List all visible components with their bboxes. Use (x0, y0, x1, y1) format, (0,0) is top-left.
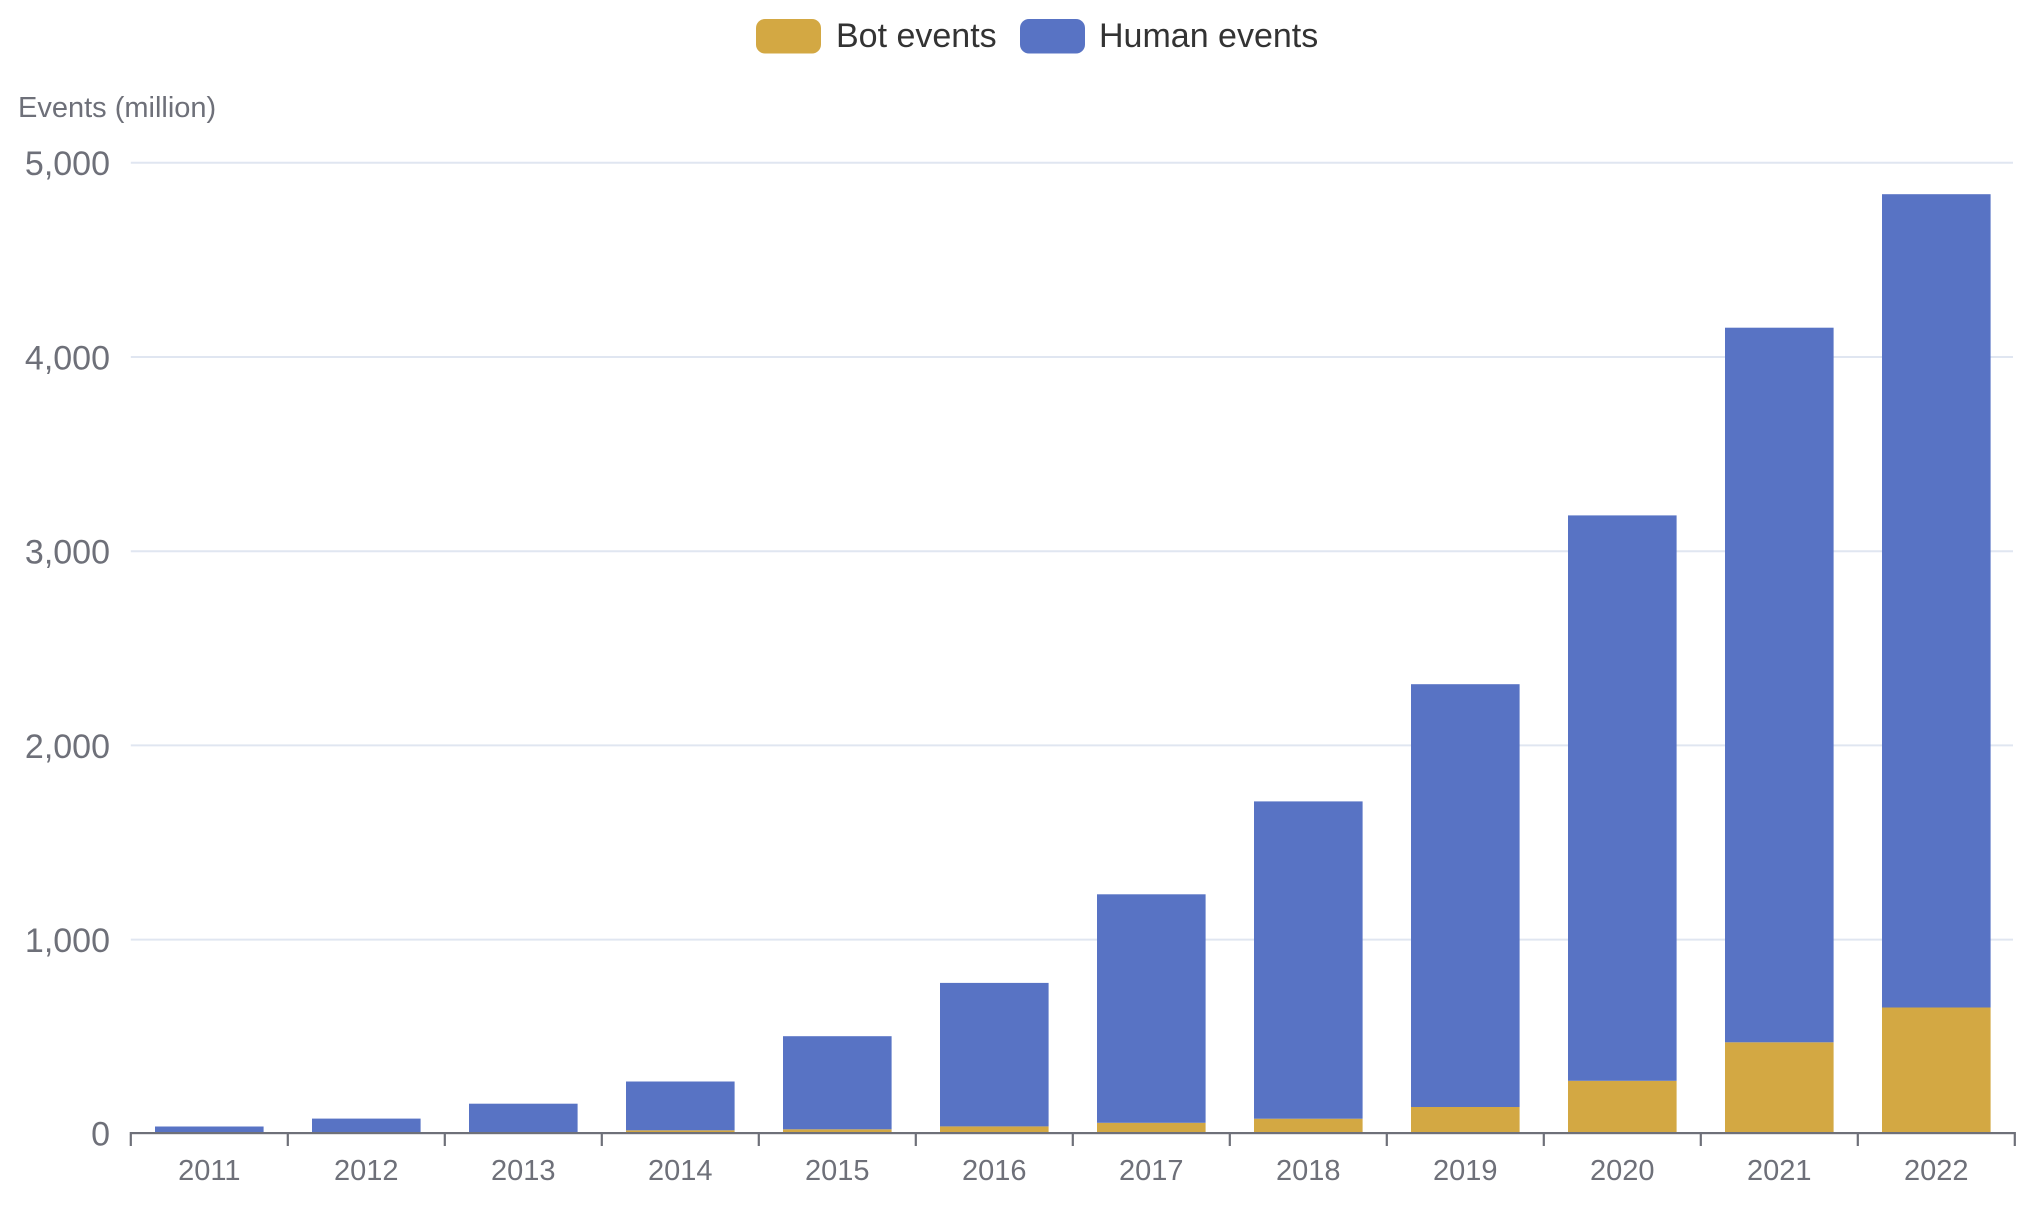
svg-text:2018: 2018 (1276, 1155, 1341, 1187)
svg-text:2021: 2021 (1747, 1155, 1812, 1187)
svg-text:2011: 2011 (178, 1155, 240, 1187)
svg-text:4,000: 4,000 (25, 339, 110, 377)
svg-text:Bot events: Bot events (836, 17, 997, 55)
svg-text:Events (million): Events (million) (18, 92, 216, 124)
svg-text:2022: 2022 (1904, 1155, 1969, 1187)
svg-text:2016: 2016 (962, 1155, 1027, 1187)
svg-text:Human events: Human events (1099, 17, 1318, 55)
svg-text:2015: 2015 (805, 1155, 870, 1187)
svg-text:2013: 2013 (491, 1155, 556, 1187)
svg-text:5,000: 5,000 (25, 145, 110, 183)
svg-text:2012: 2012 (334, 1155, 399, 1187)
svg-text:2017: 2017 (1119, 1155, 1184, 1187)
svg-text:2014: 2014 (648, 1155, 713, 1187)
svg-text:1,000: 1,000 (25, 922, 110, 960)
svg-text:2020: 2020 (1590, 1155, 1655, 1187)
svg-text:2019: 2019 (1433, 1155, 1498, 1187)
svg-text:3,000: 3,000 (25, 534, 110, 572)
svg-text:0: 0 (91, 1115, 110, 1153)
svg-text:2,000: 2,000 (25, 728, 110, 766)
